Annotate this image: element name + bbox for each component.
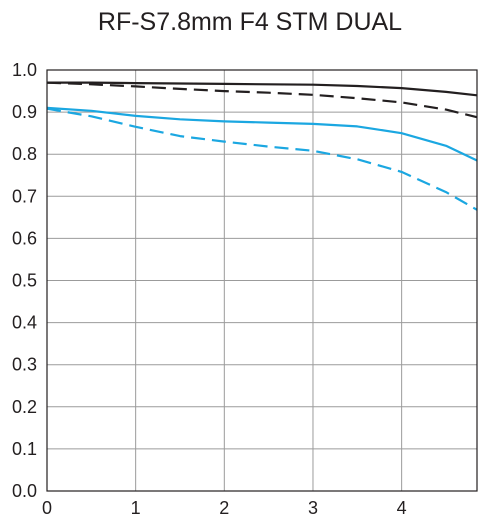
x-tick-label: 2 [219, 498, 229, 518]
x-tick-label: 0 [42, 498, 52, 518]
chart-title: RF-S7.8mm F4 STM DUAL [97, 8, 403, 36]
x-tick-labels: 0 1 2 3 4 [42, 498, 407, 518]
grid-lines [46, 69, 477, 492]
series-line-2 [46, 81, 478, 119]
x-tick-label: 1 [131, 498, 141, 518]
y-tick-label: 0.7 [12, 186, 37, 206]
series-lines [46, 81, 478, 211]
y-tick-label: 0.8 [12, 144, 37, 164]
y-tick-label: 0.3 [12, 355, 37, 375]
y-tick-label: 0.6 [12, 228, 37, 248]
y-tick-label: 0.1 [12, 439, 37, 459]
y-tick-labels: 0.0 0.1 0.2 0.3 0.4 0.5 0.6 0.7 0.8 0.9 1.0 [12, 60, 37, 501]
y-tick-label: 0.9 [12, 102, 37, 122]
y-tick-label: 0.0 [12, 481, 37, 501]
y-tick-label: 0.2 [12, 397, 37, 417]
y-tick-label: 0.5 [12, 271, 37, 291]
y-tick-label: 1.0 [12, 60, 37, 80]
y-tick-label: 0.4 [12, 313, 37, 333]
series-line-4 [46, 107, 478, 211]
x-tick-label: 4 [397, 498, 407, 518]
series-line-3 [46, 106, 478, 162]
x-tick-label: 3 [308, 498, 318, 518]
series-line-1 [47, 81, 478, 97]
plot-frame [46, 69, 478, 492]
